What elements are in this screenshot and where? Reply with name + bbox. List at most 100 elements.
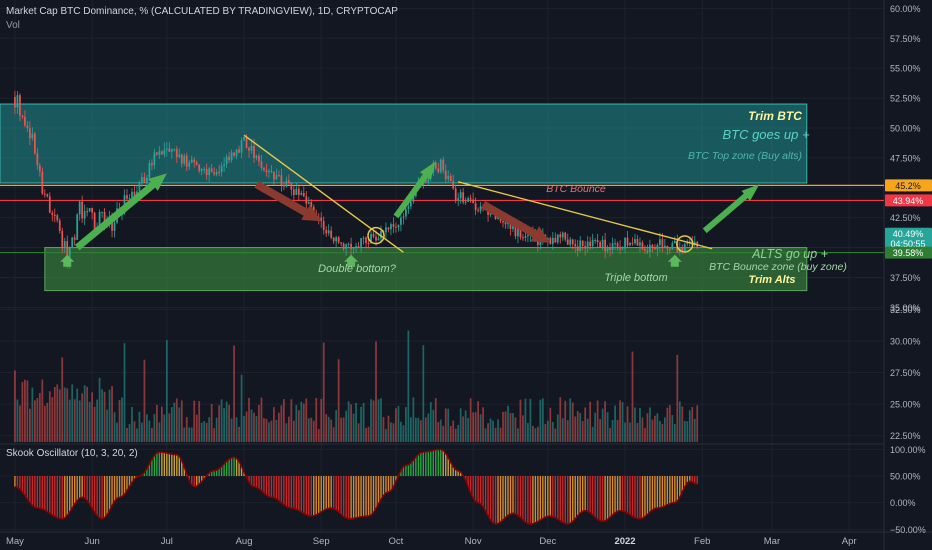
volume-bar — [61, 357, 64, 442]
price-label-bg-resistance_orange — [885, 179, 932, 192]
volume-bar — [395, 408, 397, 442]
annotation-trim-alts: Trim Alts — [748, 274, 795, 286]
volume-bar — [68, 399, 71, 442]
candle-body — [395, 226, 397, 228]
volume-bar — [656, 413, 659, 442]
volume-bar — [290, 399, 293, 442]
volume-bar — [390, 422, 392, 442]
volume-bar — [335, 409, 338, 442]
volume-bar — [410, 417, 412, 442]
volume-bar — [611, 420, 614, 442]
annotation-alts-go-up: ALTS go up + — [751, 247, 828, 261]
volume-bar — [330, 419, 333, 442]
volume-bar — [559, 397, 562, 442]
volume-bar — [517, 428, 519, 442]
volume-bar — [76, 388, 79, 442]
volume-bar — [265, 418, 268, 442]
price-label-support: 39.58% — [893, 248, 924, 258]
oscillator-label: Skook Oscillator (10, 3, 20, 2) — [6, 448, 138, 459]
volume-bar — [285, 423, 288, 442]
volume-bar — [591, 426, 594, 442]
candle-body — [320, 217, 323, 221]
candle-body — [360, 238, 362, 247]
candle-body — [158, 151, 161, 155]
candle-body — [275, 175, 278, 180]
volume-bar — [48, 391, 51, 442]
candle-body — [589, 241, 592, 247]
candle-body — [141, 177, 143, 183]
candle-body — [561, 232, 564, 238]
volume-bar — [419, 420, 422, 442]
volume-bar — [327, 416, 330, 442]
candle-body — [350, 243, 352, 249]
candle-body — [604, 239, 606, 252]
candle-body — [636, 239, 639, 246]
volume-bar — [91, 392, 94, 442]
candle-body — [442, 159, 445, 171]
candle-body — [559, 234, 562, 238]
candle-body — [519, 226, 522, 238]
candle-body — [287, 180, 290, 184]
volume-bar — [235, 417, 238, 442]
candle-body — [477, 210, 479, 212]
volume-bar — [347, 401, 350, 442]
breakout-circle — [367, 226, 385, 245]
candle-body — [245, 137, 248, 148]
candle-body — [218, 171, 221, 173]
candle-body — [447, 175, 450, 180]
volume-bar — [492, 420, 494, 442]
candle-body — [410, 201, 412, 207]
volume-bar — [253, 412, 255, 442]
candle-body — [551, 237, 554, 245]
volume-bar — [571, 402, 574, 442]
volume-bar — [532, 425, 534, 442]
candle-body — [131, 191, 133, 199]
volume-bar — [81, 393, 84, 442]
volume-bar — [43, 405, 46, 442]
candle-body — [663, 245, 666, 248]
volume-bar — [459, 408, 462, 442]
candle-body — [205, 169, 208, 176]
candle-body — [215, 171, 218, 175]
time-tick-label: Jun — [84, 536, 99, 547]
candle-body — [292, 189, 295, 195]
volume-bar — [123, 343, 126, 442]
candle-body — [213, 172, 216, 175]
candle-body — [469, 198, 472, 200]
volume-bar — [173, 402, 176, 442]
candle-body — [400, 217, 402, 225]
volume-bar — [233, 345, 235, 442]
trendline-1 — [243, 134, 404, 253]
volume-bar — [576, 411, 579, 442]
volume-bar — [434, 398, 437, 442]
candle-body — [362, 237, 365, 239]
volume-bar — [614, 405, 616, 442]
volume-bar — [146, 414, 148, 442]
volume-label: Vol — [6, 20, 20, 31]
price-label-bg-countdown — [885, 237, 932, 250]
volume-bar — [51, 397, 54, 442]
candle-body — [524, 236, 527, 238]
volume-bar — [307, 418, 310, 442]
candle-body — [268, 170, 270, 173]
candle-body — [673, 240, 676, 244]
volume-bar — [352, 413, 355, 442]
candle-body — [183, 155, 186, 164]
time-tick-label: 2022 — [614, 536, 635, 547]
candle-body — [310, 202, 313, 207]
candle-body — [594, 240, 597, 242]
up-arrow-shape — [702, 184, 760, 234]
volume-bar — [636, 423, 639, 442]
candle-body — [83, 211, 86, 219]
annotation-btc-bounce: BTC Bounce — [546, 183, 606, 195]
volume-bar — [589, 401, 592, 442]
volume-tick-label: 27.50% — [890, 368, 921, 378]
candle-body — [238, 149, 240, 153]
volume-bar — [499, 427, 502, 442]
volume-bar — [113, 412, 116, 442]
volume-bar — [33, 400, 36, 442]
volume-bar — [569, 398, 572, 442]
candle-body — [651, 244, 654, 248]
candle-body — [375, 236, 377, 241]
